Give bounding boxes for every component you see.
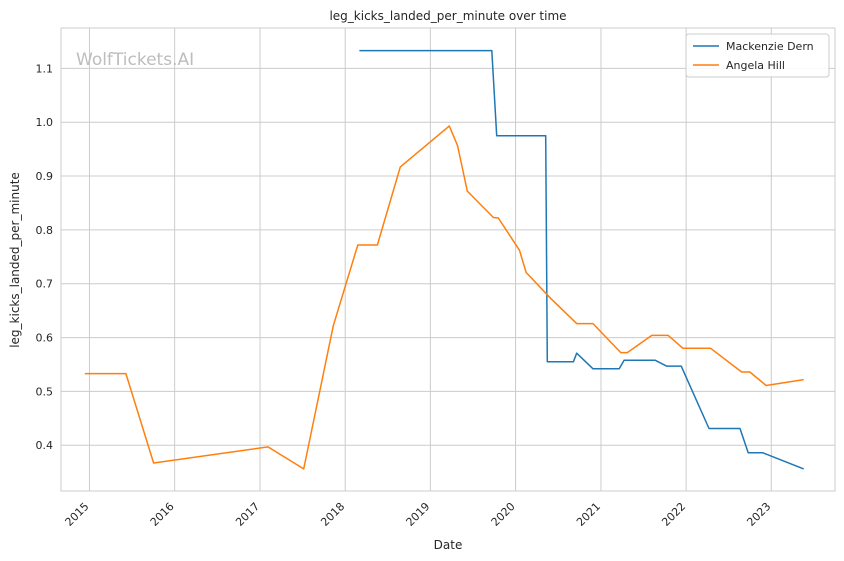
y-tick-label: 1.0 [36,116,54,129]
series-line-mackenzie-dern [359,49,804,470]
y-tick-label: 0.4 [36,439,54,452]
watermark-text: WolfTickets.AI [76,50,194,70]
y-tick-label: 0.9 [36,170,54,183]
legend-label-mackenzie-dern: Mackenzie Dern [726,40,814,53]
y-tick-label: 1.1 [36,62,54,75]
series-lines [84,49,804,470]
x-axis-label: Date [434,538,463,552]
y-tick-label: 0.6 [36,332,54,345]
y-axis-label: leg_kicks_landed_per_minute [8,172,22,348]
y-tick-label: 0.8 [36,224,54,237]
legend-box [685,33,830,78]
grid [61,28,835,491]
legend-label-angela-hill: Angela Hill [726,59,785,72]
series-line-angela-hill [84,125,804,470]
chart-title: leg_kicks_landed_per_minute over time [329,9,566,23]
y-tick-label: 0.7 [36,278,54,291]
legend: Mackenzie Dern Angela Hill [685,33,830,78]
plot-frame [60,27,836,492]
y-tick-label: 0.5 [36,385,54,398]
